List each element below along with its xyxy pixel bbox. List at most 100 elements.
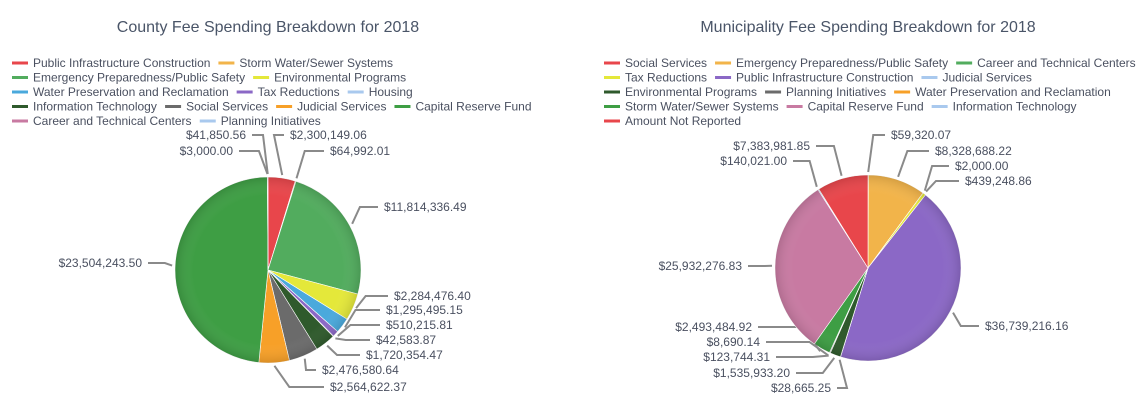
legend-item[interactable]: Capital Reserve Fund [786,100,924,114]
slice-value-label: $7,383,981.85 [733,139,810,153]
slice-value-label: $1,295,495.15 [386,303,463,317]
legend-item[interactable]: Housing [347,85,413,99]
legend-label: Amount Not Reported [625,114,741,128]
slice-value-label: $42,583.87 [376,333,436,347]
leader-line [303,358,316,371]
legend-label: Capital Reserve Fund [808,100,924,114]
legend-label: Tax Reductions [258,85,340,99]
legend-label: Tax Reductions [625,71,707,85]
leader-line [793,160,818,188]
legend-label: Water Preservation and Reclamation [915,85,1111,99]
legend-item[interactable]: Capital Reserve Fund [394,100,532,114]
legend-item[interactable]: Emergency Preparedness/Public Safety [715,56,948,70]
leader-line [796,357,836,374]
legend-label: Environmental Programs [274,71,406,85]
slice-value-label: $23,504,243.50 [59,256,143,270]
legend-label: Career and Technical Centers [977,56,1136,70]
legend-item[interactable]: Environmental Programs [253,71,406,85]
slice-value-label: $2,564,622.37 [330,380,407,394]
slice-value-label: $36,739,216.16 [985,319,1069,333]
slice-value-label: $2,000.00 [955,159,1009,173]
legend-label: Information Technology [953,100,1077,114]
legend-item[interactable]: Social Services [604,56,707,70]
slice-value-label: $510,215.81 [386,318,453,332]
legend-label: Capital Reserve Fund [415,100,531,114]
slice-value-label: $8,690.14 [707,335,761,349]
chart-title-county: County Fee Spending Breakdown for 2018 [117,19,420,36]
leader-line [952,312,979,327]
slice-value-label: $1,720,354.47 [366,348,443,362]
legend-label: Storm Water/Sewer Systems [239,56,393,70]
slice-value-label: $8,328,688.22 [935,144,1012,158]
legend-label: Judicial Services [942,71,1031,85]
legend-item[interactable]: Planning Initiatives [199,114,321,128]
slice-value-label: $2,284,476.40 [394,289,471,303]
legend-item[interactable]: Amount Not Reported [604,114,741,128]
slice-value-label: $64,992.01 [330,144,390,158]
legend-label: Storm Water/Sewer Systems [625,100,779,114]
slice-value-label: $25,932,276.83 [659,259,743,273]
leader-line [272,134,284,176]
leader-line [897,150,929,178]
leader-line [273,365,324,388]
legend-label: Housing [369,85,413,99]
slice-value-label: $2,493,484.92 [675,320,752,334]
legend-item[interactable]: Storm Water/Sewer Systems [604,100,779,114]
pie-slice[interactable] [174,176,269,363]
slice-value-label: $439,248.86 [965,174,1032,188]
legend-item[interactable]: Emergency Preparedness/Public Safety [12,71,245,85]
slice-value-label: $11,814,336.49 [384,200,467,214]
legend-item[interactable]: Water Preservation and Reclamation [12,85,229,99]
chart-title-municipality: Municipality Fee Spending Breakdown for … [700,19,1035,36]
legend-label: Environmental Programs [625,85,757,99]
slice-value-label: $2,300,149.06 [290,128,367,142]
slice-value-label: $2,476,580.64 [322,363,399,377]
leader-line [351,206,378,225]
legend-label: Public Infrastructure Construction [33,56,210,70]
legend-item[interactable]: Judicial Services [921,71,1032,85]
leader-line [239,150,269,175]
legend-label: Career and Technical Centers [33,114,192,128]
legend-label: Emergency Preparedness/Public Safety [33,71,245,85]
legend-item[interactable]: Judicial Services [276,100,386,114]
legend-item[interactable]: Storm Water/Sewer Systems [218,56,393,70]
leader-line [816,145,843,176]
slice-value-label: $123,744.31 [703,350,770,364]
slice-value-label: $1,535,933.20 [713,366,790,380]
legend-label: Planning Initiatives [786,85,886,99]
legend-label: Water Preservation and Reclamation [33,85,229,99]
legend-label: Emergency Preparedness/Public Safety [736,56,948,70]
legend-item[interactable]: Social Services [165,100,268,114]
legend-label: Social Services [625,56,707,70]
slice-value-label: $59,320.07 [891,128,951,142]
legend-item[interactable]: Tax Reductions [236,85,340,99]
legend-item[interactable]: Planning Initiatives [765,85,886,99]
leader-line [837,359,849,389]
leader-line [776,354,829,358]
legend-item[interactable]: Tax Reductions [604,71,707,85]
legend-item[interactable]: Information Technology [12,100,157,114]
legend-item[interactable]: Career and Technical Centers [12,114,192,128]
leader-line [923,165,949,191]
legend-item[interactable]: Information Technology [931,100,1077,114]
legend-item[interactable]: Public Infrastructure Construction [12,56,210,70]
leader-line [295,150,324,179]
slice-value-label: $140,021.00 [720,154,787,168]
slice-value-label: $41,850.56 [186,128,246,142]
legend-label: Information Technology [33,100,157,114]
leader-line [148,262,173,267]
slice-value-label: $3,000.00 [180,144,234,158]
county-pie: Public Infrastructure Construction Storm … [12,56,532,394]
leader-line [252,134,269,175]
legend-item[interactable]: Environmental Programs [604,85,757,99]
leader-line [867,134,885,173]
legend-item[interactable]: Career and Technical Centers [956,56,1136,70]
legend-label: Public Infrastructure Construction [736,71,913,85]
legend-item[interactable]: Water Preservation and Reclamation [894,85,1111,99]
legend-item[interactable]: Public Infrastructure Construction [715,71,913,85]
leader-line [335,337,370,341]
legend-label: Judicial Services [297,100,386,114]
leader-line [925,180,959,193]
municipality-pie: Social Services Emergency Preparedness/Pu… [604,56,1136,395]
